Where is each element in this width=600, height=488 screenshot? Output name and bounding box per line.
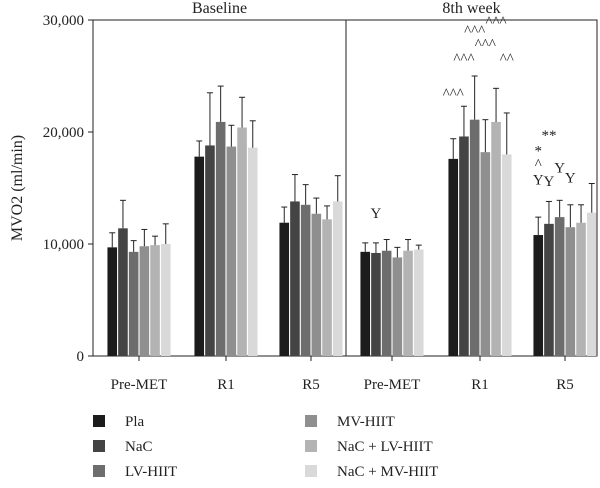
x-tick-label: Pre-MET [111,377,168,393]
bar [300,204,311,356]
bar [237,127,247,357]
bar [459,136,469,356]
bar [290,201,300,356]
bar [128,251,139,356]
axes: 0 10,000 20,000 30,000 MVO2 (ml/min) Baseline… [9,0,598,393]
bar [544,223,554,356]
legend-swatch [305,465,317,477]
x-tick-label: Pre-MET [364,377,421,393]
panel-title-0: Baseline [192,0,247,17]
significance-marker: ^^^ [464,24,485,40]
y-tick-label: 0 [77,349,85,365]
legend-swatch [305,440,317,452]
bar [139,246,150,356]
x-tick-label: R1 [217,377,235,393]
bar [392,257,403,356]
x-tick-label: R5 [556,377,574,393]
y-tick-label: 10,000 [43,237,84,253]
bar [215,121,226,356]
bar [576,222,586,356]
annotations: Y^^^^^^^^^^^^^^^^^*^Y**YYY [371,15,576,223]
bar [403,250,413,356]
bar [554,217,565,356]
bar [322,219,332,356]
plot-frame [92,19,598,357]
bar [501,154,512,356]
legend-swatch [305,415,317,427]
significance-marker: ^ [535,157,542,173]
bar [381,250,392,356]
bar [226,146,237,356]
bar [565,227,576,356]
significance-marker: ^^^ [453,52,474,68]
bar [194,156,205,356]
x-tick-label: R5 [302,377,320,393]
bar [118,228,128,356]
bar [469,119,480,357]
bar [448,158,459,356]
bar [107,247,118,356]
bar [491,121,501,356]
significance-marker: ** [541,128,556,144]
significance-marker: * [535,144,543,160]
significance-marker: Y [554,160,565,176]
bar [533,235,544,356]
bars [107,75,597,357]
y-tick-label: 20,000 [43,125,84,141]
bar [160,244,171,356]
legend-label: LV-HIIT [125,464,177,480]
legend-label: NaC + MV-HIIT [337,464,438,480]
significance-marker: Y [533,173,544,189]
legend-label: NaC + LV-HIIT [337,439,433,455]
significance-marker: Y [565,170,576,186]
panel-title-1: 8th week [442,0,500,17]
bar [480,152,491,356]
legend-swatch [93,465,105,477]
legend-label: NaC [125,439,153,455]
bar [279,222,290,356]
bar [371,252,381,356]
legend-label: Pla [125,414,145,430]
significance-marker: ^^ [500,52,514,68]
bar [205,145,215,356]
legend: Pla NaC LV-HIIT MV-HIIT NaC + LV-HIIT NaC + M… [93,414,438,480]
legend-swatch [93,415,105,427]
bar [413,249,424,356]
bar [332,201,343,356]
y-axis-title: MVO2 (ml/min) [9,135,26,241]
y-tick-label: 30,000 [43,13,84,29]
legend-label: MV-HIIT [337,414,395,430]
bar [150,245,160,356]
significance-marker: ^^^ [485,15,506,31]
significance-marker: ^^^ [443,86,464,102]
significance-marker: Y [544,174,555,190]
significance-marker: Y [371,206,382,222]
bar [360,251,371,356]
bar [586,212,597,356]
legend-swatch [93,440,105,452]
bar [247,147,258,356]
x-tick-label: R1 [471,377,489,393]
bar [311,213,322,356]
significance-marker: ^^^ [475,37,496,53]
